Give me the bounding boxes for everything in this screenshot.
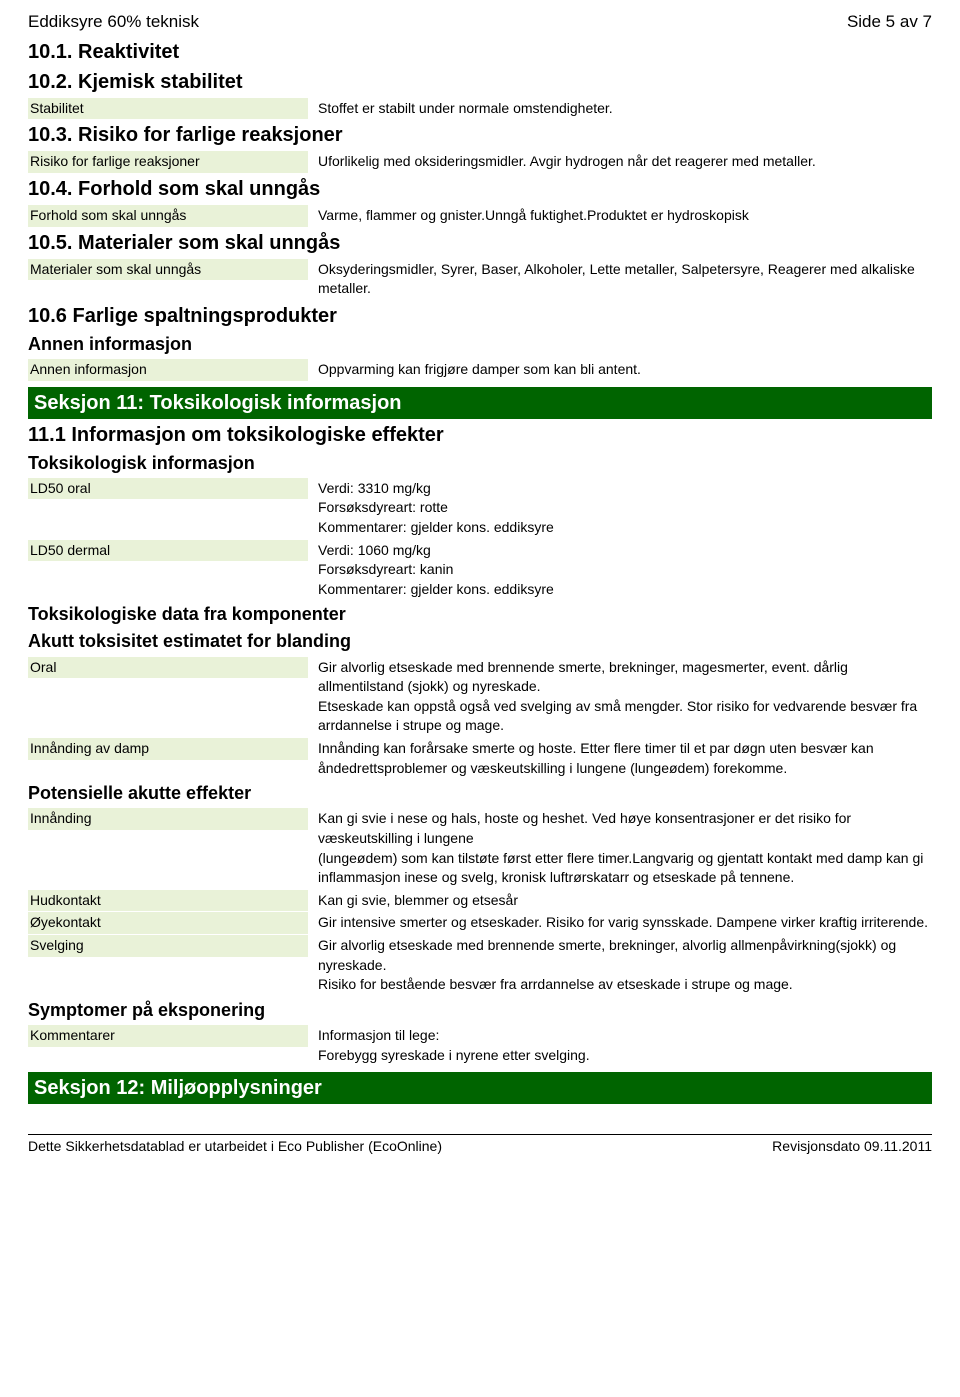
value-innanding-damp: Innånding kan forårsake smerte og hoste.… xyxy=(308,738,932,779)
svelging-p2: Risiko for bestående besvær fra arrdanne… xyxy=(318,975,928,995)
value-hudkontakt: Kan gi svie, blemmer og etsesår xyxy=(308,890,932,912)
product-name: Eddiksyre 60% teknisk xyxy=(28,10,199,34)
row-materialer: Materialer som skal unngås Oksyderingsmi… xyxy=(28,259,932,300)
value-oral: Gir alvorlig etseskade med brennende sme… xyxy=(308,657,932,737)
label-hudkontakt: Hudkontakt xyxy=(28,890,308,912)
subtitle-toks-komponenter: Toksikologiske data fra komponenter xyxy=(28,602,932,627)
value-innanding: Kan gi svie i nese og hals, hoste og hes… xyxy=(308,808,932,888)
label-oyekontakt: Øyekontakt xyxy=(28,912,308,934)
row-risiko: Risiko for farlige reaksjoner Uforlikeli… xyxy=(28,151,932,173)
subtitle-akutt-toksisitet: Akutt toksisitet estimatet for blanding xyxy=(28,629,932,654)
page-header: Eddiksyre 60% teknisk Side 5 av 7 xyxy=(28,10,932,34)
row-ld50-dermal: LD50 dermal Verdi: 1060 mg/kg Forsøksdyr… xyxy=(28,540,932,601)
label-annen-info: Annen informasjon xyxy=(28,359,308,381)
oral-p2: Etseskade kan oppstå også ved svelging a… xyxy=(318,697,928,736)
row-svelging: Svelging Gir alvorlig etseskade med bren… xyxy=(28,935,932,996)
value-ld50-dermal: Verdi: 1060 mg/kg Forsøksdyreart: kanin … xyxy=(308,540,932,601)
label-innanding: Innånding xyxy=(28,808,308,830)
kommentarer-l2: Forebygg syreskade i nyrene etter svelgi… xyxy=(318,1046,928,1066)
row-hudkontakt: Hudkontakt Kan gi svie, blemmer og etses… xyxy=(28,890,932,912)
page-footer: Dette Sikkerhetsdatablad er utarbeidet i… xyxy=(28,1134,932,1157)
row-stabilitet: Stabilitet Stoffet er stabilt under norm… xyxy=(28,98,932,120)
label-stabilitet: Stabilitet xyxy=(28,98,308,120)
subtitle-symptomer: Symptomer på eksponering xyxy=(28,998,932,1023)
label-ld50-dermal: LD50 dermal xyxy=(28,540,308,562)
ld50-oral-line1: Verdi: 3310 mg/kg xyxy=(318,479,928,499)
label-forhold: Forhold som skal unngås xyxy=(28,205,308,227)
footer-left: Dette Sikkerhetsdatablad er utarbeidet i… xyxy=(28,1137,442,1157)
subtitle-toks-info: Toksikologisk informasjon xyxy=(28,451,932,476)
row-kommentarer: Kommentarer Informasjon til lege: Foreby… xyxy=(28,1025,932,1066)
label-innanding-damp: Innånding av damp xyxy=(28,738,308,760)
value-kommentarer: Informasjon til lege: Forebygg syreskade… xyxy=(308,1025,932,1066)
value-svelging: Gir alvorlig etseskade med brennende sme… xyxy=(308,935,932,996)
row-innanding-damp: Innånding av damp Innånding kan forårsak… xyxy=(28,738,932,779)
section-11-1-title: 11.1 Informasjon om toksikologiske effek… xyxy=(28,421,932,449)
ld50-oral-line3: Kommentarer: gjelder kons. eddiksyre xyxy=(318,518,928,538)
value-forhold: Varme, flammer og gnister.Unngå fuktighe… xyxy=(308,205,932,227)
value-stabilitet: Stoffet er stabilt under normale omstend… xyxy=(308,98,932,120)
label-ld50-oral: LD50 oral xyxy=(28,478,308,500)
footer-right: Revisjonsdato 09.11.2011 xyxy=(772,1137,932,1157)
row-ld50-oral: LD50 oral Verdi: 3310 mg/kg Forsøksdyrea… xyxy=(28,478,932,539)
section-11-header: Seksjon 11: Toksikologisk informasjon xyxy=(28,387,932,419)
ld50-dermal-line1: Verdi: 1060 mg/kg xyxy=(318,541,928,561)
row-forhold: Forhold som skal unngås Varme, flammer o… xyxy=(28,205,932,227)
row-oral: Oral Gir alvorlig etseskade med brennend… xyxy=(28,657,932,737)
innanding-p1: Kan gi svie i nese og hals, hoste og hes… xyxy=(318,809,928,848)
section-10-3-title: 10.3. Risiko for farlige reaksjoner xyxy=(28,121,932,149)
value-ld50-oral: Verdi: 3310 mg/kg Forsøksdyreart: rotte … xyxy=(308,478,932,539)
section-10-4-title: 10.4. Forhold som skal unngås xyxy=(28,175,932,203)
section-10-1-title: 10.1. Reaktivitet xyxy=(28,38,932,66)
row-innanding: Innånding Kan gi svie i nese og hals, ho… xyxy=(28,808,932,888)
subtitle-potensielle-effekter: Potensielle akutte effekter xyxy=(28,781,932,806)
label-kommentarer: Kommentarer xyxy=(28,1025,308,1047)
document-page: Eddiksyre 60% teknisk Side 5 av 7 10.1. … xyxy=(0,0,960,1167)
label-risiko: Risiko for farlige reaksjoner xyxy=(28,151,308,173)
label-oral: Oral xyxy=(28,657,308,679)
section-10-6-title: 10.6 Farlige spaltningsprodukter xyxy=(28,302,932,330)
innanding-p2: (lungeødem) som kan tilstøte først etter… xyxy=(318,849,928,888)
ld50-dermal-line2: Forsøksdyreart: kanin xyxy=(318,560,928,580)
value-annen-info: Oppvarming kan frigjøre damper som kan b… xyxy=(308,359,932,381)
value-oyekontakt: Gir intensive smerter og etseskader. Ris… xyxy=(308,912,932,934)
row-annen-info: Annen informasjon Oppvarming kan frigjør… xyxy=(28,359,932,381)
row-oyekontakt: Øyekontakt Gir intensive smerter og etse… xyxy=(28,912,932,934)
page-number: Side 5 av 7 xyxy=(847,10,932,34)
kommentarer-l1: Informasjon til lege: xyxy=(318,1026,928,1046)
label-materialer: Materialer som skal unngås xyxy=(28,259,308,281)
oral-p1: Gir alvorlig etseskade med brennende sme… xyxy=(318,658,928,697)
value-risiko: Uforlikelig med oksideringsmidler. Avgir… xyxy=(308,151,932,173)
ld50-oral-line2: Forsøksdyreart: rotte xyxy=(318,498,928,518)
section-10-2-title: 10.2. Kjemisk stabilitet xyxy=(28,68,932,96)
ld50-dermal-line3: Kommentarer: gjelder kons. eddiksyre xyxy=(318,580,928,600)
svelging-p1: Gir alvorlig etseskade med brennende sme… xyxy=(318,936,928,975)
label-svelging: Svelging xyxy=(28,935,308,957)
subtitle-annen-info: Annen informasjon xyxy=(28,332,932,357)
section-10-5-title: 10.5. Materialer som skal unngås xyxy=(28,229,932,257)
section-12-header: Seksjon 12: Miljøopplysninger xyxy=(28,1072,932,1104)
value-materialer: Oksyderingsmidler, Syrer, Baser, Alkohol… xyxy=(308,259,932,300)
